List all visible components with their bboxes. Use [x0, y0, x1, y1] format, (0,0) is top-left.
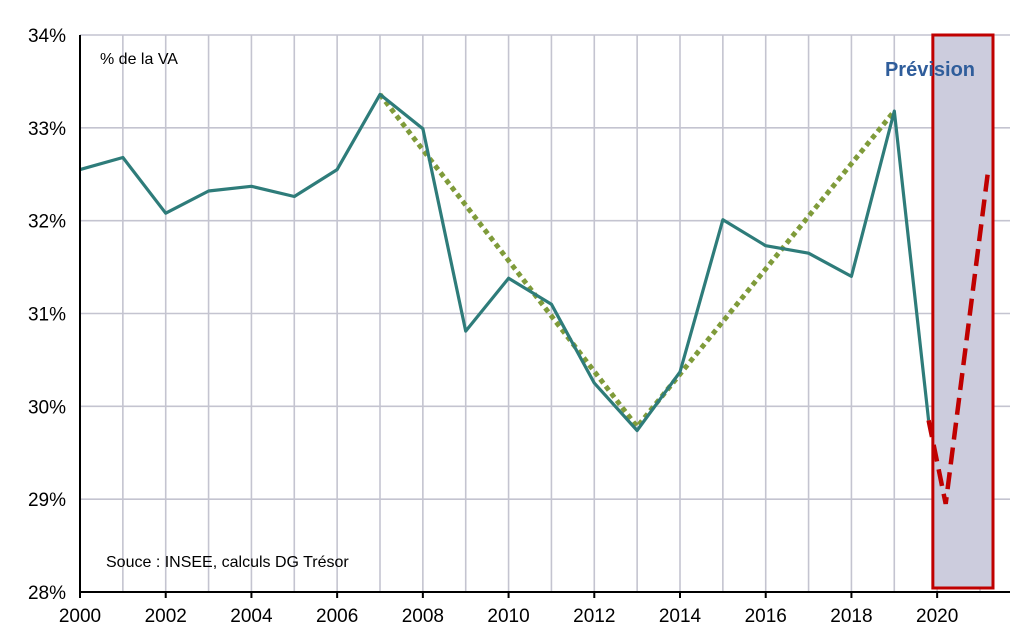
x-tick-label: 2004 [230, 606, 273, 627]
series-line-solid [79, 92, 931, 433]
x-tick-label: 2020 [916, 606, 958, 627]
x-tick-label: 2014 [659, 606, 702, 627]
source-note: Souce : INSEE, calculs DG Trésor [106, 554, 349, 571]
unit-label: % de la VA [100, 51, 178, 68]
x-tick-label: 2008 [402, 606, 444, 627]
x-tick-label: 2010 [487, 606, 529, 627]
y-tick-label: 28% [28, 583, 66, 604]
x-tick-label: 2012 [573, 606, 615, 627]
series-line-dashed [926, 166, 991, 505]
y-tick-label: 31% [28, 305, 66, 326]
y-tick-label: 34% [28, 26, 66, 47]
y-tick-label: 33% [28, 119, 66, 140]
y-tick-label: 29% [28, 490, 66, 511]
x-tick-label: 2002 [145, 606, 187, 627]
grid-lines [79, 34, 1010, 593]
x-tick-label: 2016 [745, 606, 787, 627]
series-layer [79, 92, 991, 505]
x-tick-label: 2006 [316, 606, 358, 627]
y-tick-label: 30% [28, 397, 66, 418]
x-tick-label: 2000 [59, 606, 101, 627]
x-tick-label: 2018 [830, 606, 872, 627]
forecast-area [931, 33, 995, 590]
axes: 28% 29% 30% 31% 32% 33% 34% 2000 2002 2004 2006 200… [28, 26, 1010, 627]
forecast-label: Prévision [885, 59, 975, 81]
y-tick-label: 32% [28, 212, 66, 233]
